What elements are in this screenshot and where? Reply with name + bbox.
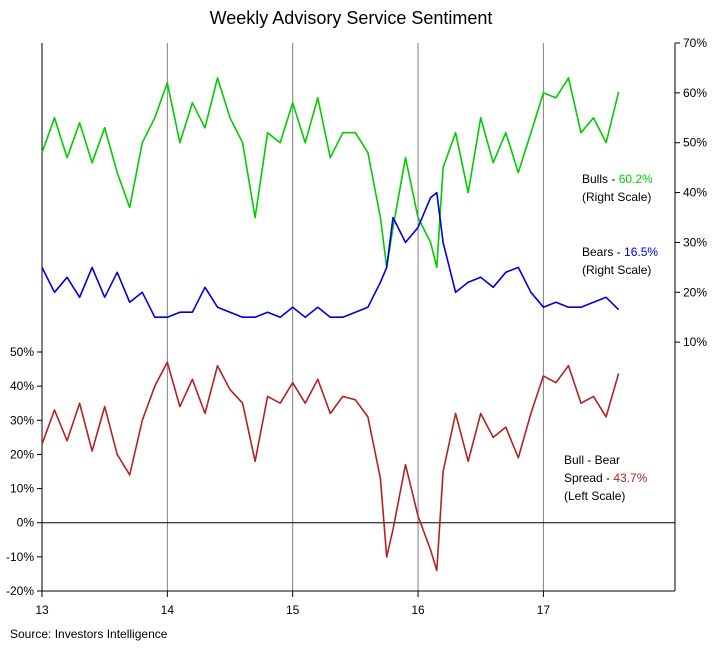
bears-label: Bears - [582, 245, 624, 259]
source-note: Source: Investors Intelligence [10, 627, 168, 641]
right-tick-label: 20% [683, 285, 707, 299]
right-tick-label: 30% [683, 235, 707, 249]
x-tick-label-15: 15 [286, 603, 300, 617]
x-tick-label-17: 17 [537, 603, 551, 617]
left-tick-label: 0% [17, 516, 35, 530]
left-tick-label: 40% [10, 379, 34, 393]
tick-labels: 13 14 15 16 17 10% 20% 30% 40% 50% 60% 70% -20% -10% 0… [6, 36, 707, 617]
left-tick-label: -20% [6, 584, 34, 598]
bears-annotation: Bears - 16.5% [582, 245, 658, 259]
data-series [41, 77, 620, 572]
spread-label: Spread - [564, 471, 613, 485]
x-tick-label-13: 13 [35, 603, 49, 617]
bulls-label: Bulls - [582, 172, 619, 186]
x-tick-label-14: 14 [161, 603, 175, 617]
series-annotations: Bulls - 60.2% (Right Scale) Bears - 16.5… [564, 172, 658, 503]
right-tick-label: 60% [683, 86, 707, 100]
bulls-line [41, 77, 620, 269]
bulls-annotation: Bulls - 60.2% [582, 172, 653, 186]
left-tick-label: -10% [6, 550, 34, 564]
spread-value: 43.7% [613, 471, 647, 485]
left-tick-label: 20% [10, 447, 34, 461]
right-tick-label: 10% [683, 335, 707, 349]
spread-annotation: Spread - 43.7% [564, 471, 648, 485]
year-gridlines [166, 43, 544, 591]
x-tick-label-16: 16 [411, 603, 425, 617]
bulls-value: 60.2% [619, 172, 653, 186]
spread-scale-note: (Left Scale) [564, 489, 625, 503]
spread-label-line1: Bull - Bear [564, 453, 620, 467]
right-tick-label: 50% [683, 136, 707, 150]
chart-title: Weekly Advisory Service Sentiment [210, 8, 493, 28]
right-tick-label: 40% [683, 186, 707, 200]
bears-line [41, 191, 620, 319]
bears-scale-note: (Right Scale) [582, 263, 651, 277]
right-tick-label: 70% [683, 36, 707, 50]
left-tick-label: 30% [10, 413, 34, 427]
bears-value: 16.5% [624, 245, 658, 259]
spread-line [41, 361, 620, 572]
left-tick-label: 50% [10, 345, 34, 359]
chart-axes [37, 42, 680, 597]
left-tick-label: 10% [10, 482, 34, 496]
bulls-scale-note: (Right Scale) [582, 190, 651, 204]
